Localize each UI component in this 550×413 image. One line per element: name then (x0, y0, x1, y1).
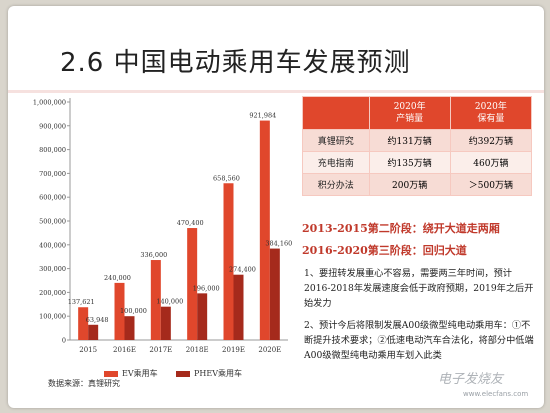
legend-phev-label: PHEV乘用车 (194, 369, 242, 378)
data-label: 63,948 (86, 316, 109, 324)
y-tick-label: 1,000,000 (33, 99, 66, 107)
stage-line-2: 2016-2020第三阶段：回归大道 (302, 244, 467, 257)
table-cell: ＞500万辆 (449, 173, 533, 196)
bar-phev (88, 324, 99, 340)
bar-ev (187, 228, 198, 340)
data-label: 274,400 (229, 266, 256, 274)
legend-ev-swatch (104, 370, 118, 377)
title-divider (8, 90, 544, 93)
slide: 2.6 中国电动乘用车发展预测 0 100,000 200,000 300,000 40… (8, 6, 544, 408)
bar-ev (114, 282, 125, 340)
table-header-stock: 2020年 保有量 (449, 96, 533, 130)
note-1: 1、要扭转发展重心不容易，需要两三年时间，预计2016-2018年发展速度会低于… (304, 268, 534, 309)
table-corner (302, 96, 370, 130)
legend-phev: PHEV乘用车 (176, 368, 242, 379)
table-header-sales-text: 2020年 产销量 (393, 102, 426, 124)
y-tick-label: 300,000 (39, 265, 66, 273)
stage-line-1: 2013-2015第二阶段：绕开大道走两厢 (302, 222, 500, 235)
y-tick-label: 400,000 (39, 241, 66, 249)
data-label: 470,400 (177, 219, 204, 227)
table-row: 真锂研究 约131万辆 约392万辆 (302, 129, 533, 152)
slide-title: 2.6 中国电动乘用车发展预测 (60, 48, 411, 78)
y-tick-label: 800,000 (39, 146, 66, 154)
legend-ev-label: EV乘用车 (122, 369, 158, 378)
data-label: 384,160 (265, 240, 292, 248)
watermark-logo: 电子发烧友 (438, 372, 504, 387)
table-cell: 约135万辆 (368, 151, 451, 174)
table-cell: 真锂研究 (302, 129, 370, 152)
x-tick-label: 2017E (149, 346, 172, 354)
bar-ev (78, 307, 89, 340)
table-cell: 约392万辆 (449, 129, 533, 152)
y-tick-label: 100,000 (39, 313, 66, 321)
y-tick-label: 0 (62, 337, 66, 345)
x-tick-label: 2016E (113, 346, 136, 354)
bar-phev (197, 293, 208, 340)
forecast-table: 2020年 产销量 2020年 保有量 真锂研究 约131万辆 约392万辆 充… (302, 96, 533, 196)
bar-phev (269, 248, 280, 340)
table-cell: 积分办法 (302, 173, 370, 196)
y-tick-label: 500,000 (39, 218, 66, 226)
x-tick-label: 2020E (258, 346, 281, 354)
bar-chart: 0 100,000 200,000 300,000 400,000 500,000 600,… (33, 98, 292, 354)
watermark-url: www.elecfans.com (463, 390, 529, 398)
data-label: 921,984 (249, 112, 276, 120)
table-cell: 约131万辆 (368, 129, 451, 152)
legend-phev-swatch (176, 370, 190, 377)
x-tick-label: 2015 (79, 346, 97, 354)
bar-phev (233, 274, 244, 340)
data-label: 137,621 (68, 298, 95, 306)
bar-ev (223, 183, 234, 340)
y-tick-label: 600,000 (39, 194, 66, 202)
y-tick-label: 900,000 (39, 122, 66, 130)
data-label: 196,000 (193, 284, 220, 292)
table-header-stock-text: 2020年 保有量 (474, 102, 507, 124)
note-2: 2、预计今后将限制发展A00级微型纯电动乘用车：①不断提升技术要求；②低速电动汽… (304, 320, 534, 361)
bar-ev (150, 260, 161, 340)
data-label: 140,000 (156, 298, 183, 306)
bar-ev (259, 120, 270, 340)
bar-phev (124, 316, 135, 340)
data-label: 658,560 (213, 174, 240, 182)
table-cell: 充电指南 (302, 151, 370, 174)
table-cell: 460万辆 (449, 151, 533, 174)
y-tick-label: 700,000 (39, 170, 66, 178)
table-cell: 200万辆 (368, 173, 451, 196)
data-source: 数据来源：真锂研究 (48, 379, 120, 388)
bar-phev (160, 306, 171, 340)
data-label: 240,000 (104, 274, 131, 282)
y-tick-label: 200,000 (39, 289, 66, 297)
data-label: 336,000 (140, 251, 167, 259)
table-row: 积分办法 200万辆 ＞500万辆 (302, 173, 533, 196)
x-tick-label: 2018E (186, 346, 209, 354)
legend-ev: EV乘用车 (104, 368, 158, 379)
data-label: 100,000 (120, 307, 147, 315)
table-row: 充电指南 约135万辆 460万辆 (302, 151, 533, 174)
x-tick-label: 2019E (222, 346, 245, 354)
table-header-sales: 2020年 产销量 (368, 96, 451, 130)
